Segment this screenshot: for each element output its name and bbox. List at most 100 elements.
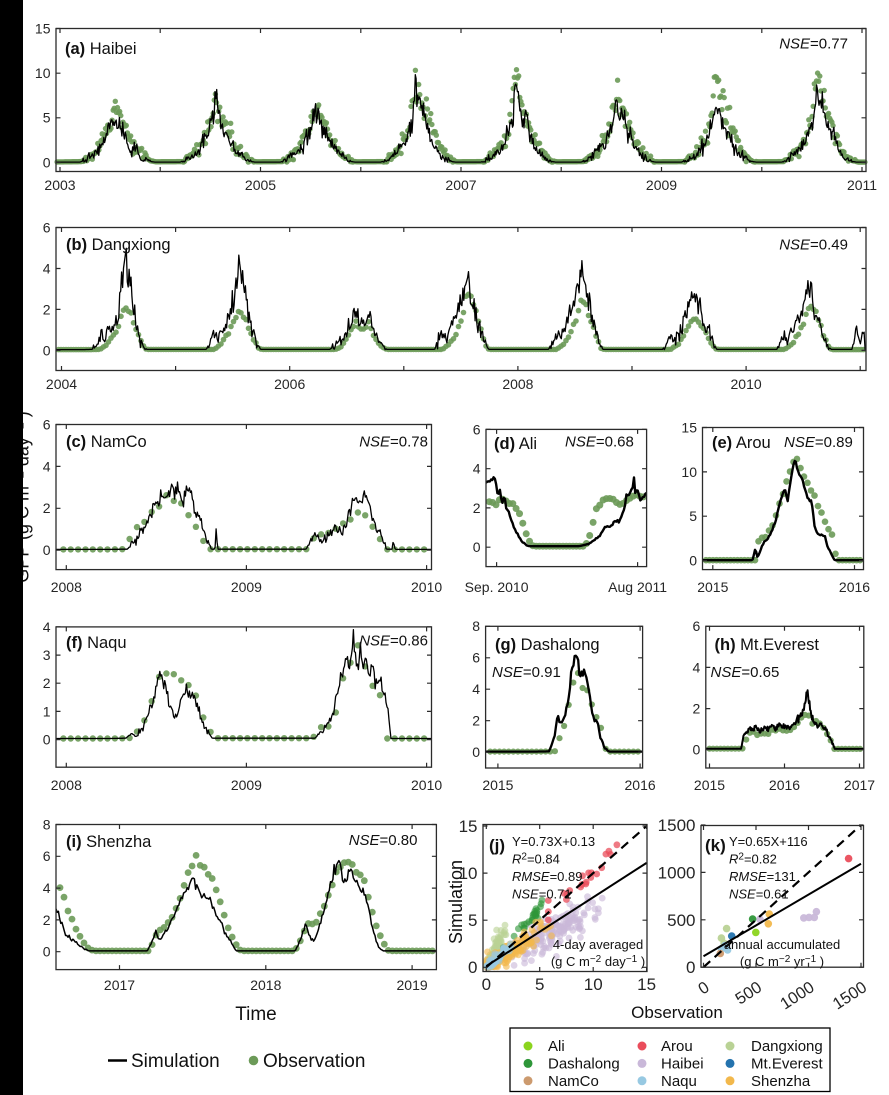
svg-text:2007: 2007 xyxy=(445,177,476,193)
svg-text:NamCo: NamCo xyxy=(548,1073,599,1090)
svg-text:2010: 2010 xyxy=(411,777,442,793)
svg-text:(d) Ali: (d) Ali xyxy=(494,435,537,453)
svg-text:5: 5 xyxy=(468,911,477,930)
svg-text:2017: 2017 xyxy=(104,977,135,993)
svg-text:0: 0 xyxy=(482,975,491,994)
svg-text:(a) Haibei: (a) Haibei xyxy=(65,40,137,58)
svg-text:NSE=0.68: NSE=0.68 xyxy=(565,434,634,451)
svg-text:0: 0 xyxy=(468,958,477,977)
svg-text:0: 0 xyxy=(43,542,51,558)
svg-text:4: 4 xyxy=(43,880,51,896)
svg-text:3: 3 xyxy=(43,647,51,663)
svg-text:R2=0.84: R2=0.84 xyxy=(512,852,560,867)
svg-text:6: 6 xyxy=(43,219,51,235)
svg-text:2009: 2009 xyxy=(231,777,262,793)
svg-text:4: 4 xyxy=(472,681,480,697)
svg-text:Arou: Arou xyxy=(661,1038,693,1055)
svg-text:NSE=0.78: NSE=0.78 xyxy=(359,434,428,451)
svg-text:4: 4 xyxy=(43,619,51,635)
svg-text:2008: 2008 xyxy=(51,777,82,793)
svg-text:1: 1 xyxy=(43,703,51,719)
svg-text:2017: 2017 xyxy=(844,777,875,793)
svg-text:Haibei: Haibei xyxy=(661,1056,704,1073)
svg-text:5: 5 xyxy=(689,508,697,524)
svg-text:Observation: Observation xyxy=(263,1051,365,1072)
svg-text:2: 2 xyxy=(43,500,51,516)
svg-text:2: 2 xyxy=(472,713,480,729)
svg-text:NSE=0.77: NSE=0.77 xyxy=(779,36,848,53)
svg-text:Observation: Observation xyxy=(631,1003,723,1022)
svg-text:1000: 1000 xyxy=(658,863,696,882)
svg-text:Shenzha: Shenzha xyxy=(751,1073,811,1090)
svg-text:8: 8 xyxy=(472,618,480,634)
svg-text:Simulation: Simulation xyxy=(446,860,466,944)
svg-text:(c) NamCo: (c) NamCo xyxy=(66,433,147,451)
svg-text:2010: 2010 xyxy=(731,376,762,392)
svg-text:15: 15 xyxy=(681,419,697,435)
svg-text:2015: 2015 xyxy=(694,777,725,793)
svg-text:0: 0 xyxy=(43,732,51,748)
svg-text:Simulation: Simulation xyxy=(131,1051,220,1072)
svg-text:2003: 2003 xyxy=(44,177,75,193)
svg-text:0: 0 xyxy=(472,744,480,760)
svg-text:RMSE=0.89: RMSE=0.89 xyxy=(512,869,582,884)
svg-text:2: 2 xyxy=(43,675,51,691)
svg-text:10: 10 xyxy=(459,864,478,883)
svg-text:(j): (j) xyxy=(489,836,505,855)
svg-text:0: 0 xyxy=(473,539,481,555)
svg-text:Sep. 2010: Sep. 2010 xyxy=(465,579,529,595)
svg-text:2004: 2004 xyxy=(46,376,77,392)
svg-text:0: 0 xyxy=(693,742,701,758)
svg-text:4-day averaged: 4-day averaged xyxy=(553,937,643,952)
svg-text:15: 15 xyxy=(637,975,656,994)
svg-text:500: 500 xyxy=(667,911,695,930)
svg-text:NSE=0.65: NSE=0.65 xyxy=(711,664,780,681)
svg-text:Dangxiong: Dangxiong xyxy=(751,1038,823,1055)
svg-text:15: 15 xyxy=(459,817,478,836)
svg-text:2016: 2016 xyxy=(839,579,870,595)
svg-text:0: 0 xyxy=(689,553,697,569)
svg-text:R2=0.82: R2=0.82 xyxy=(729,852,777,867)
svg-text:annual accumulated: annual accumulated xyxy=(724,937,840,952)
svg-text:8: 8 xyxy=(43,816,51,832)
svg-text:(h) Mt.Everest: (h) Mt.Everest xyxy=(715,636,820,654)
svg-text:4: 4 xyxy=(693,659,701,675)
svg-text:2016: 2016 xyxy=(625,777,656,793)
svg-text:2011: 2011 xyxy=(847,177,877,193)
svg-text:NSE=0.61: NSE=0.61 xyxy=(729,887,789,902)
svg-text:(g C m−2 yr−1 ): (g C m−2 yr−1 ) xyxy=(740,954,824,969)
svg-text:4: 4 xyxy=(43,260,51,276)
svg-text:2005: 2005 xyxy=(245,177,276,193)
svg-text:0: 0 xyxy=(43,154,51,170)
svg-text:1500: 1500 xyxy=(658,816,696,835)
svg-text:Ali: Ali xyxy=(548,1038,565,1055)
svg-text:Aug 2011: Aug 2011 xyxy=(608,579,667,595)
svg-text:4: 4 xyxy=(473,461,481,477)
svg-text:2008: 2008 xyxy=(502,376,533,392)
svg-text:2016: 2016 xyxy=(769,777,800,793)
svg-text:Y=0.73X+0.13: Y=0.73X+0.13 xyxy=(512,834,595,849)
svg-text:6: 6 xyxy=(43,416,51,432)
svg-text:2: 2 xyxy=(473,500,481,516)
svg-text:Naqu: Naqu xyxy=(661,1073,697,1090)
svg-text:2009: 2009 xyxy=(231,579,262,595)
svg-text:(g) Dashalong: (g) Dashalong xyxy=(495,636,600,654)
svg-text:2006: 2006 xyxy=(274,376,305,392)
svg-text:Dashalong: Dashalong xyxy=(548,1056,620,1073)
svg-text:0: 0 xyxy=(43,342,51,358)
svg-text:Y=0.65X+116: Y=0.65X+116 xyxy=(729,834,808,849)
svg-text:RMSE=131: RMSE=131 xyxy=(729,869,796,884)
svg-text:6: 6 xyxy=(472,650,480,666)
svg-text:NSE=0.91: NSE=0.91 xyxy=(492,664,561,681)
svg-text:10: 10 xyxy=(584,975,603,994)
svg-text:Mt.Everest: Mt.Everest xyxy=(751,1056,824,1073)
svg-text:2018: 2018 xyxy=(250,977,281,993)
svg-text:15: 15 xyxy=(35,20,51,36)
svg-text:(e) Arou: (e) Arou xyxy=(712,434,771,452)
svg-text:2015: 2015 xyxy=(697,579,728,595)
svg-text:2019: 2019 xyxy=(397,977,428,993)
svg-text:6: 6 xyxy=(43,848,51,864)
svg-text:2: 2 xyxy=(43,912,51,928)
svg-text:5: 5 xyxy=(535,975,544,994)
svg-text:0: 0 xyxy=(43,944,51,960)
